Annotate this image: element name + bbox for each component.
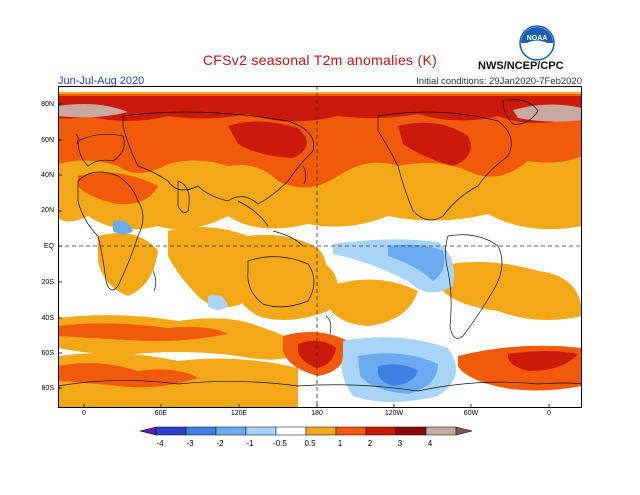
coast-australia [247,256,315,308]
initial-conditions: Initial conditions: 29Jan2020-7Feb2020 [416,76,582,87]
anomaly-region-central-africa-blue [113,220,133,235]
anomaly-region-antarctic-red [58,362,198,388]
coast-africa [77,171,144,291]
colorbar-swatch [215,426,247,436]
colorbar-label: -1 [246,439,254,448]
colorbar-label: 0.5 [304,439,316,448]
coast-madagascar [152,270,157,292]
colorbar-label: -4 [156,439,164,448]
colorbar-label: -2 [216,439,224,448]
colorbar-label: 1 [338,439,343,448]
anomaly-region-south-pacific-orange [328,279,418,326]
anomaly-region-greenland-brown [513,104,582,122]
colorbar-label: -3 [186,439,194,448]
coast-asia [122,111,315,205]
coast-india [177,180,190,213]
lon-label-0: 0 [82,410,86,417]
lon-label-0-east: 0 [547,410,551,417]
colorbar-swatch [365,426,397,436]
coast-new-zealand [325,315,332,335]
colorbar-swatch [275,426,307,436]
lat-label-60n: 60N [41,137,54,144]
anomaly-region-arctic-darkred [58,96,582,124]
anomaly-region-siberia-darkred [228,121,307,158]
lat-label-20s: 20S [41,279,54,286]
colorbar-swatch [245,426,277,436]
lon-label-180: 180 [311,410,323,417]
lat-label-80s: 80S [41,385,54,392]
agency-label: NWS/NCEP/CPC [478,60,564,72]
coast-north-america [377,111,512,221]
lon-label-60w: 60W [463,410,479,417]
anomaly-region-south-atlantic-blue [208,294,228,310]
map-title: CFSv2 seasonal T2m anomalies (K) [202,52,438,68]
lon-label-120e: 120E [230,410,248,417]
colorbar: -4 -3 -2 -1 -0.5 0.5 1 2 3 4 [140,426,473,448]
colorbar-swatch [305,426,337,436]
colorbar-swatch [425,426,457,436]
coast-uk [75,133,79,145]
colorbar-swatch [140,426,157,436]
lat-label-20n: 20N [41,207,54,214]
lat-label-60s: 60S [41,350,54,357]
anomaly-region-africa-orange [98,233,158,296]
colorbar-swatch [335,426,367,436]
anomaly-region-canada-darkred [398,122,471,166]
season-label: Jun-Jul-Aug 2020 [58,75,145,87]
colorbar-swatches [140,426,473,436]
anomaly-region-east-antarctic-darkred [508,351,578,371]
anomaly-region-atlantic-orange [438,262,582,320]
lon-label-60e: 60E [154,410,168,417]
colorbar-label: -0.5 [273,439,287,448]
colorbar-swatch [155,426,187,436]
anomaly-region-pacific-cool-mid [388,244,445,281]
lat-label-80n: 80N [41,101,54,108]
anomaly-map [58,86,582,408]
coast-japan [302,165,307,185]
lat-label-40s: 40S [41,315,54,322]
colorbar-swatch [395,426,427,436]
map-frame [58,86,582,408]
lat-label-40n: 40N [41,172,54,179]
coastlines [58,99,582,392]
colorbar-label: 2 [368,439,373,448]
coast-south-america [445,234,503,339]
coast-greenland [502,99,539,125]
coast-antarctica [58,380,582,392]
lat-label-eq: EQ [43,243,54,250]
colorbar-labels: -4 -3 -2 -1 -0.5 0.5 1 2 3 4 [156,439,432,448]
noaa-logo: NOAA [519,25,555,66]
anomaly-region-antarctic-cool-dark [378,364,418,386]
anomaly-region-arctic-brown [58,104,128,118]
coast-se-asia [237,200,304,247]
colorbar-label: 3 [398,439,403,448]
anomaly-region-southern-ocean-red [58,323,228,342]
logo-text: NOAA [527,35,548,42]
axis-ticks [58,103,550,408]
colorbar-label: 4 [428,439,433,448]
lon-label-120w: 120W [384,410,404,417]
anomaly-region-sahara-red [78,172,158,205]
colorbar-swatch [455,426,473,436]
colorbar-swatch [185,426,217,436]
coast-europe [77,134,125,167]
